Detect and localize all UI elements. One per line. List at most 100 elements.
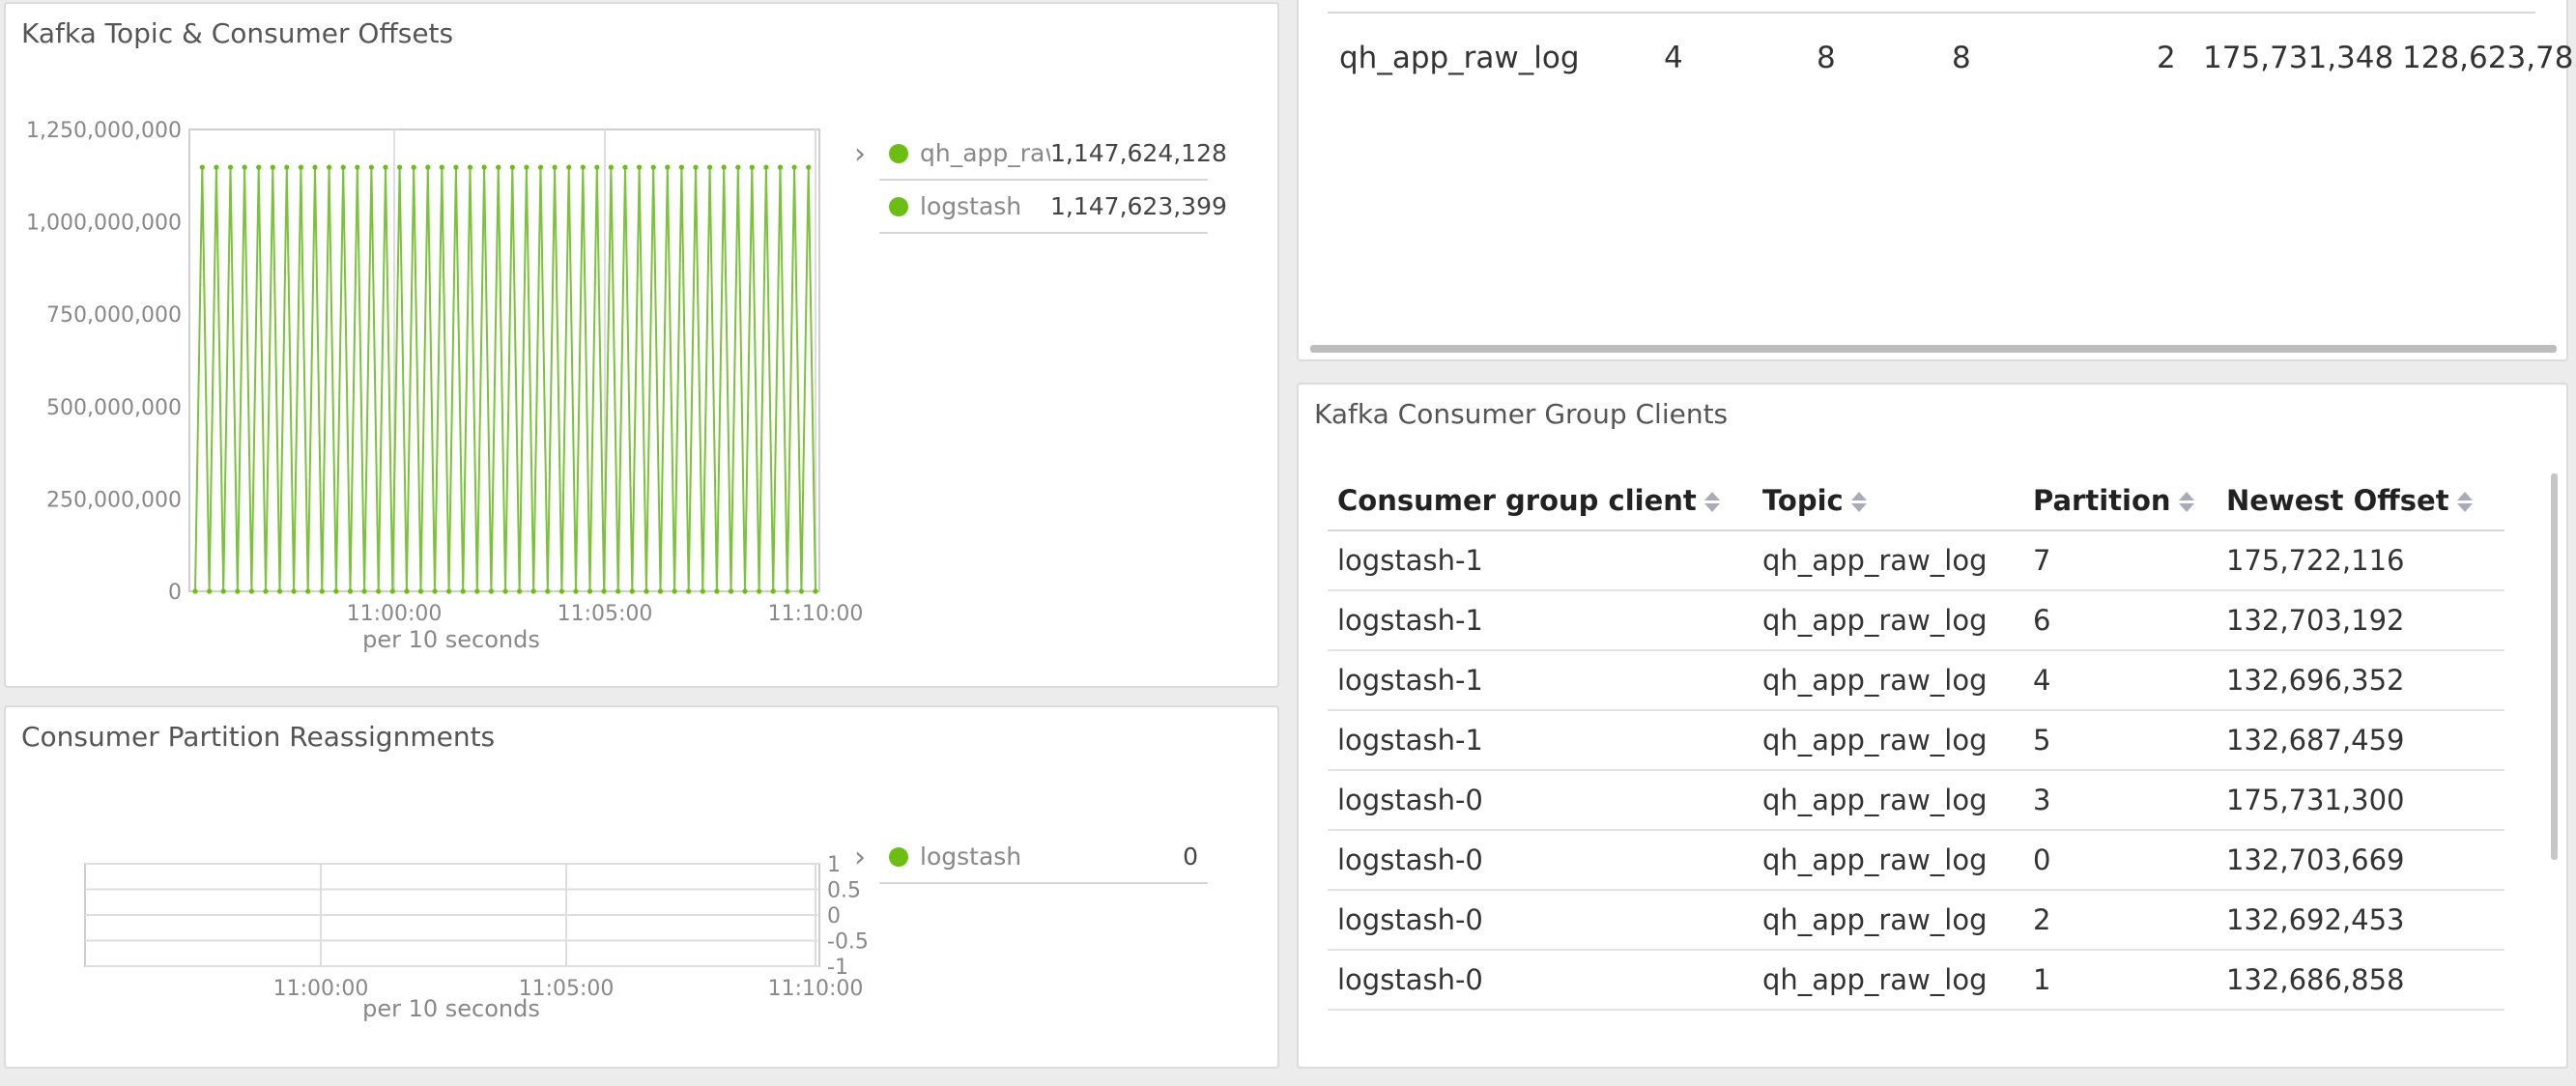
series-point: [256, 164, 262, 170]
series-point: [389, 588, 395, 594]
series-point: [714, 588, 720, 594]
table-row[interactable]: logstash-1 qh_app_raw_log 5 132,687,459: [1328, 710, 2504, 771]
x-tick-label: 11:00:00: [273, 977, 369, 1001]
offsets-chart[interactable]: 1,250,000,000 1,000,000,000 750,000,000 500…: [6, 4, 1281, 690]
series-point: [199, 164, 205, 170]
y-tick-label: 1: [827, 853, 841, 877]
series-point: [608, 164, 615, 170]
client-cell: logstash-0: [1328, 950, 1753, 1011]
series-point: [474, 588, 480, 594]
series-point: [678, 164, 685, 170]
clients-table: Consumer group client Topic Partition Ne…: [1328, 472, 2504, 1011]
legend-item[interactable]: logstash 1,147,623,399: [879, 181, 1227, 234]
offsets-series-line[interactable]: [194, 167, 816, 592]
partition-cell: 1: [2023, 950, 2217, 1011]
reassign-panel: Consumer Partition Reassignments 1 0.5 0 -0…: [4, 705, 1279, 1069]
partition-cell: 6: [2023, 590, 2217, 651]
series-point: [552, 164, 558, 170]
series-point: [235, 588, 241, 594]
series-point: [460, 588, 466, 594]
series-point: [650, 164, 656, 170]
topic-summary-row: qh_app_raw_log 4 8 8 2 175,731,348 128,6…: [1328, 12, 2576, 83]
clients-panel: Kafka Consumer Group Clients Consumer gr…: [1297, 383, 2568, 1069]
series-point: [397, 164, 403, 170]
topic-cell: qh_app_raw_log: [1753, 890, 2023, 951]
horizontal-scrollbar[interactable]: [1310, 345, 2557, 353]
topic-cell: qh_app_raw_log: [1753, 830, 2023, 891]
client-cell: logstash-1: [1328, 650, 1753, 711]
vertical-scrollbar[interactable]: [2551, 473, 2558, 860]
topic-cell: qh_app_raw_log: [1753, 590, 2023, 651]
series-point: [530, 588, 536, 594]
series-point: [594, 164, 600, 170]
clients-panel-title: Kafka Consumer Group Clients: [1314, 398, 1729, 430]
column-header-client[interactable]: Consumer group client: [1328, 472, 1753, 531]
table-row[interactable]: logstash-1 qh_app_raw_log 7 175,722,116: [1328, 530, 2504, 591]
offset-cell: 175,722,116: [2217, 530, 2504, 591]
legend-series-value: 0: [1183, 843, 1198, 871]
series-point: [453, 164, 459, 170]
y-tick-label: -1: [827, 956, 848, 980]
topic-summary-panel: qh_app_raw_log 4 8 8 2 175,731,348 128,6…: [1297, 0, 2576, 361]
legend-series-value: 1,147,623,399: [1050, 192, 1227, 220]
column-header-partition[interactable]: Partition: [2023, 472, 2217, 531]
series-point: [439, 164, 444, 170]
topic-cell: qh_app_raw_log: [1753, 770, 2023, 831]
series-point: [644, 588, 649, 594]
offset-cell: 175,731,300: [2217, 770, 2504, 831]
sort-icon[interactable]: [2456, 490, 2473, 515]
topic-value-cell: 8: [1952, 41, 1971, 75]
legend-item[interactable]: qh_app_raw_log 1,147,624,128: [879, 128, 1227, 181]
series-point: [622, 164, 628, 170]
series-point: [657, 588, 664, 594]
series-point: [263, 588, 269, 594]
y-tick-label: 500,000,000: [46, 396, 182, 420]
offset-cell: 132,696,352: [2217, 650, 2504, 711]
series-point: [777, 164, 784, 170]
sort-icon[interactable]: [1703, 490, 1720, 515]
series-point: [798, 588, 805, 594]
legend-series-value: 1,147,624,128: [1050, 139, 1227, 167]
chevron-right-icon[interactable]: ›: [854, 137, 866, 171]
y-tick-label: 0: [168, 581, 182, 605]
sort-icon[interactable]: [1850, 490, 1867, 515]
client-cell: logstash-1: [1328, 530, 1753, 591]
x-tick-label: 11:10:00: [768, 977, 864, 1001]
table-row[interactable]: logstash-0 qh_app_raw_log 2 132,692,453: [1328, 890, 2504, 951]
series-point: [517, 588, 523, 594]
legend-series-name: qh_app_raw_log: [920, 139, 1050, 167]
topic-value-cell: 2: [2157, 41, 2176, 75]
table-row[interactable]: logstash-1 qh_app_raw_log 6 132,703,192: [1328, 590, 2504, 651]
series-point: [312, 164, 318, 170]
series-point: [509, 164, 515, 170]
offset-cell: 132,686,858: [2217, 950, 2504, 1011]
series-point: [721, 164, 727, 170]
table-row[interactable]: logstash-1 qh_app_raw_log 4 132,696,352: [1328, 650, 2504, 711]
series-point: [488, 588, 494, 594]
series-point: [763, 164, 769, 170]
series-point: [376, 588, 382, 594]
series-point: [806, 164, 812, 170]
series-point: [284, 164, 290, 170]
topic-name-cell: qh_app_raw_log: [1339, 41, 1580, 75]
series-point: [502, 588, 508, 594]
reassign-panel-title: Consumer Partition Reassignments: [21, 721, 496, 753]
series-point: [735, 164, 741, 170]
legend-item[interactable]: logstash 0: [879, 831, 1208, 884]
offset-cell: 132,703,192: [2217, 590, 2504, 651]
column-header-topic[interactable]: Topic: [1753, 472, 2023, 531]
column-header-newest-offset[interactable]: Newest Offset: [2217, 472, 2504, 531]
client-cell: logstash-0: [1328, 770, 1753, 831]
table-row[interactable]: logstash-0 qh_app_raw_log 0 132,703,669: [1328, 830, 2504, 891]
table-row[interactable]: logstash-0 qh_app_raw_log 1 132,686,858: [1328, 950, 2504, 1011]
series-point: [417, 588, 424, 594]
series-point: [207, 588, 213, 594]
series-point: [629, 588, 635, 594]
series-point: [813, 588, 818, 594]
series-point: [700, 588, 705, 594]
sort-icon[interactable]: [2178, 490, 2194, 515]
table-row[interactable]: logstash-0 qh_app_raw_log 3 175,731,300: [1328, 770, 2504, 831]
chevron-right-icon[interactable]: ›: [854, 841, 866, 874]
reassign-chart[interactable]: 10.50-0.5-1 11:00:00 11:05:00 11:10:00 per…: [6, 707, 1281, 1071]
topic-value-cell: 8: [1817, 41, 1836, 75]
